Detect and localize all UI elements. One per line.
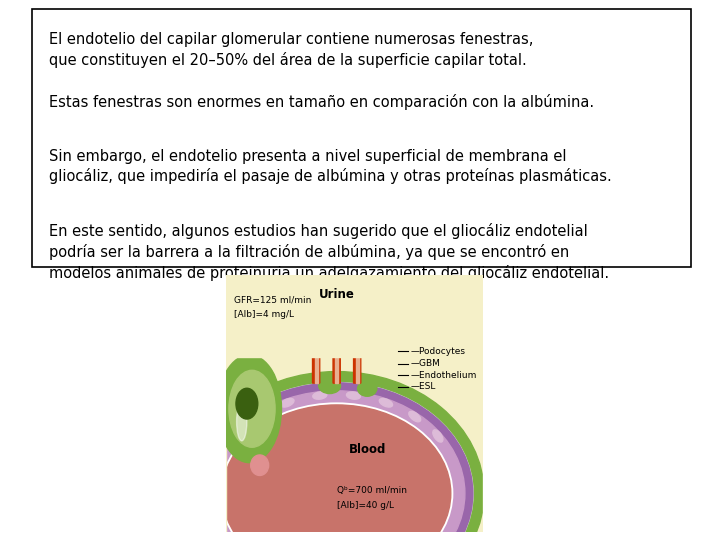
Text: GFR=125 ml/min: GFR=125 ml/min [234,296,312,305]
FancyArrow shape [315,342,318,383]
Text: Sin embargo, el endotelio presenta a nivel superficial de membrana el
gliocáliz,: Sin embargo, el endotelio presenta a niv… [49,148,611,184]
Ellipse shape [237,402,247,441]
Text: En este sentido, algunos estudios han sugerido que el gliocáliz endotelial
podrí: En este sentido, algunos estudios han su… [49,224,609,280]
Ellipse shape [236,388,258,419]
FancyArrow shape [356,342,359,383]
Ellipse shape [224,406,449,540]
Ellipse shape [409,411,420,422]
Ellipse shape [222,405,451,540]
Text: —Endothelium: —Endothelium [411,371,477,380]
FancyArrow shape [330,329,343,383]
Ellipse shape [281,399,294,407]
Ellipse shape [220,402,454,540]
Ellipse shape [253,411,264,422]
Ellipse shape [312,392,327,399]
FancyArrow shape [335,342,338,383]
Ellipse shape [319,378,341,394]
Ellipse shape [433,430,443,442]
Ellipse shape [199,382,474,540]
Ellipse shape [379,399,392,407]
Ellipse shape [201,383,472,540]
Text: —ESL: —ESL [411,382,436,392]
Ellipse shape [361,386,374,394]
Ellipse shape [208,391,465,540]
Text: Qᵇ=700 ml/min: Qᵇ=700 ml/min [337,486,407,495]
FancyArrow shape [351,329,364,383]
Text: Estas fenestras son enormes en tamaño en comparación con la albúmina.: Estas fenestras son enormes en tamaño en… [49,94,594,110]
Text: Blood: Blood [348,443,386,456]
Text: Urine: Urine [319,288,354,301]
Ellipse shape [230,430,240,442]
Text: El endotelio del capilar glomerular contiene numerosas fenestras,
que constituye: El endotelio del capilar glomerular cont… [49,32,534,68]
Ellipse shape [358,381,377,396]
Bar [201,237,508,365]
Bar [201,229,508,357]
Text: [Alb]=4 mg/L: [Alb]=4 mg/L [234,310,294,319]
Bar [483,249,508,540]
Ellipse shape [217,355,282,463]
Ellipse shape [322,383,337,391]
Text: —GBM: —GBM [411,360,441,368]
Text: —Podocytes: —Podocytes [411,347,466,355]
Ellipse shape [346,392,361,399]
Ellipse shape [189,372,484,540]
Text: [Alb]=40 g/L: [Alb]=40 g/L [337,501,394,510]
Ellipse shape [251,455,269,476]
Ellipse shape [201,383,472,540]
Bar [201,237,508,365]
Ellipse shape [229,370,275,447]
FancyArrow shape [310,329,323,383]
Bar [201,249,226,540]
